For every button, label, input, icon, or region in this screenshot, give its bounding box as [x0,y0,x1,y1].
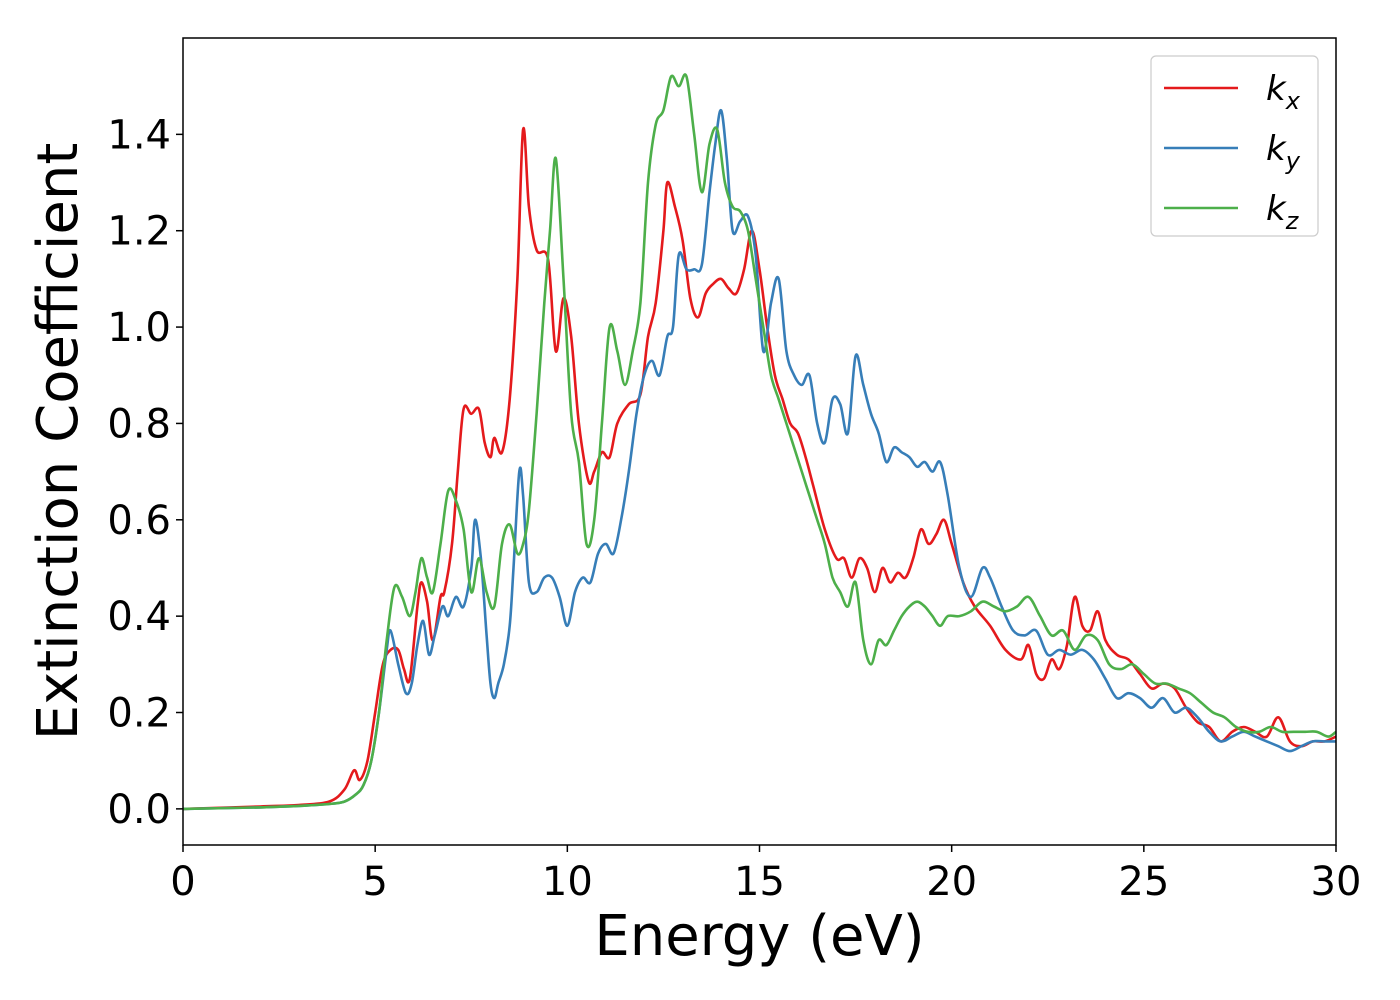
x-tick-label: 0 [170,859,195,905]
legend-label-z: kz [1266,189,1300,235]
y-tick-label: 1.0 [107,305,171,351]
y-tick-label: 0.4 [107,594,171,640]
x-tick-label: 15 [734,859,785,905]
series-line-z [182,73,1337,811]
legend-box [1150,55,1319,237]
series-line-x [182,126,1337,811]
y-axis-title: Extinction Coefficient [26,143,91,741]
x-axis-title: Energy (eV) [594,904,924,969]
x-tick-label: 30 [1311,859,1362,905]
y-axis-ticks: 0.0 0.2 0.4 0.6 0.8 1.0 1.2 1.4 [107,112,183,833]
y-tick-label: 1.2 [107,209,171,255]
legend: kx ky kz [1150,55,1319,237]
y-tick-label: 0.8 [107,401,171,447]
series-line-y [182,108,1336,811]
legend-label-x: kx [1266,69,1301,115]
y-tick-label: 0.6 [107,498,171,544]
legend-label-y: ky [1266,129,1301,175]
y-tick-label: 1.4 [107,112,171,158]
x-tick-label: 25 [1118,859,1169,905]
y-tick-label: 0.2 [107,691,171,737]
x-axis-ticks: 0 5 10 15 20 25 30 [170,845,1361,905]
x-tick-label: 10 [542,859,593,905]
x-tick-label: 20 [926,859,977,905]
plot-lines [182,73,1337,811]
y-tick-label: 0.0 [107,787,171,833]
x-tick-label: 5 [362,859,387,905]
